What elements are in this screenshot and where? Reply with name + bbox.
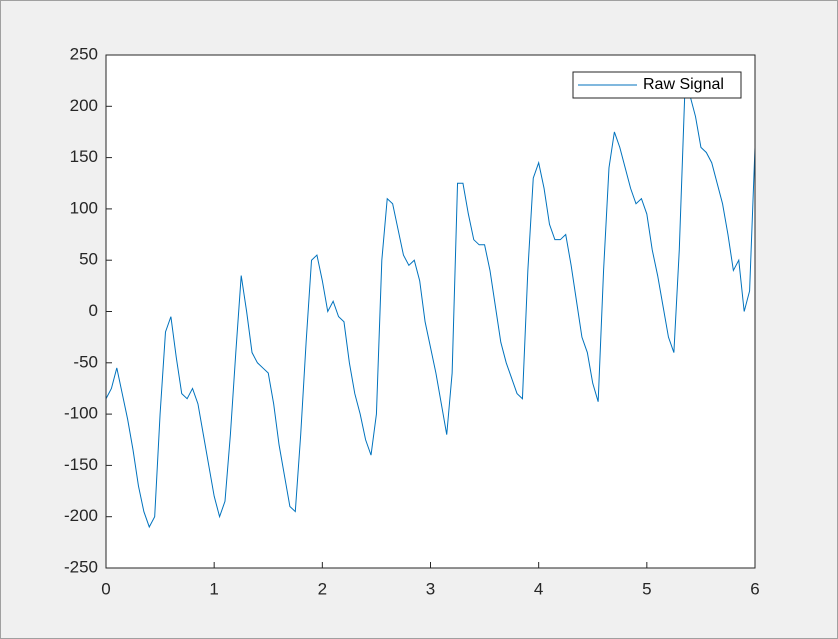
y-tick-label: 50 bbox=[79, 250, 98, 269]
x-tick-label: 0 bbox=[101, 579, 110, 598]
y-tick-label: -100 bbox=[64, 404, 98, 423]
x-tick-label: 3 bbox=[426, 579, 435, 598]
plot-area bbox=[106, 55, 755, 568]
x-tick-label: 1 bbox=[209, 579, 218, 598]
signal-line bbox=[105, 95, 756, 529]
y-tick-label: 100 bbox=[70, 198, 98, 217]
y-tick-label: 250 bbox=[70, 44, 98, 63]
x-tick-label: 4 bbox=[534, 579, 543, 598]
x-tick-label: 2 bbox=[318, 579, 327, 598]
y-tick-label: -250 bbox=[64, 557, 98, 576]
y-tick-label: -200 bbox=[64, 506, 98, 525]
y-tick-label: 0 bbox=[89, 301, 98, 320]
y-tick-label: 150 bbox=[70, 147, 98, 166]
legend-label: Raw Signal bbox=[643, 76, 724, 93]
x-tick-label: 5 bbox=[642, 579, 651, 598]
x-tick-label: 6 bbox=[750, 579, 759, 598]
y-tick-label: 200 bbox=[70, 96, 98, 115]
y-tick-label: -150 bbox=[64, 455, 98, 474]
y-tick-label: -50 bbox=[73, 352, 98, 371]
